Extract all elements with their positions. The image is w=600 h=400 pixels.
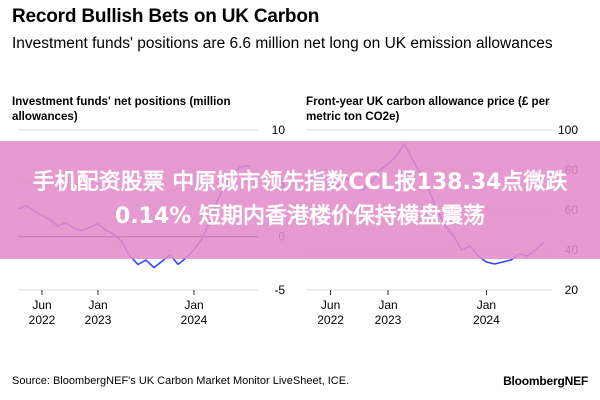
price-chart-x-tick-label: Jun [321,298,340,312]
source-note: Source: BloombergNEF's UK Carbon Market … [12,375,350,387]
price-chart-x-tick-label: Jan [477,298,496,312]
banner-text: 手机配资股票 中原城市领先指数CCL报138.34点微跌0.14% 短期内香港楼… [32,170,568,229]
price-chart-y-tick-label: 100 [558,123,578,137]
price-chart-title: Front-year UK carbon allowance price (£ … [306,95,550,123]
positions-chart-x-tick-label: Jan [184,298,203,312]
positions-chart-x-tick-label: 2023 [85,313,112,327]
price-chart-x-tick-label: 2024 [473,313,500,327]
positions-chart-x-tick-label: 2022 [29,313,56,327]
price-chart-x-tick-label: 2023 [375,313,402,327]
positions-chart-y-tick-label: -5 [274,283,285,297]
price-chart-y-tick-label: 20 [565,283,579,297]
positions-chart-x-tick-label: 2024 [181,313,208,327]
page-subtitle: Investment funds' positions are 6.6 mill… [12,35,553,52]
positions-chart-x-tick-label: Jan [88,298,107,312]
overlay-banner: 手机配资股票 中原城市领先指数CCL报138.34点微跌0.14% 短期内香港楼… [0,141,600,259]
price-chart-x-tick-label: 2022 [317,313,344,327]
brand-logo: BloombergNEF [503,374,588,388]
positions-chart-title: Investment funds' net positions (million… [12,95,231,123]
price-chart-x-tick-label: Jan [378,298,397,312]
positions-chart-y-tick-label: 10 [272,123,286,137]
positions-chart-x-tick-label: Jun [32,298,51,312]
page-title: Record Bullish Bets on UK Carbon [12,6,320,27]
